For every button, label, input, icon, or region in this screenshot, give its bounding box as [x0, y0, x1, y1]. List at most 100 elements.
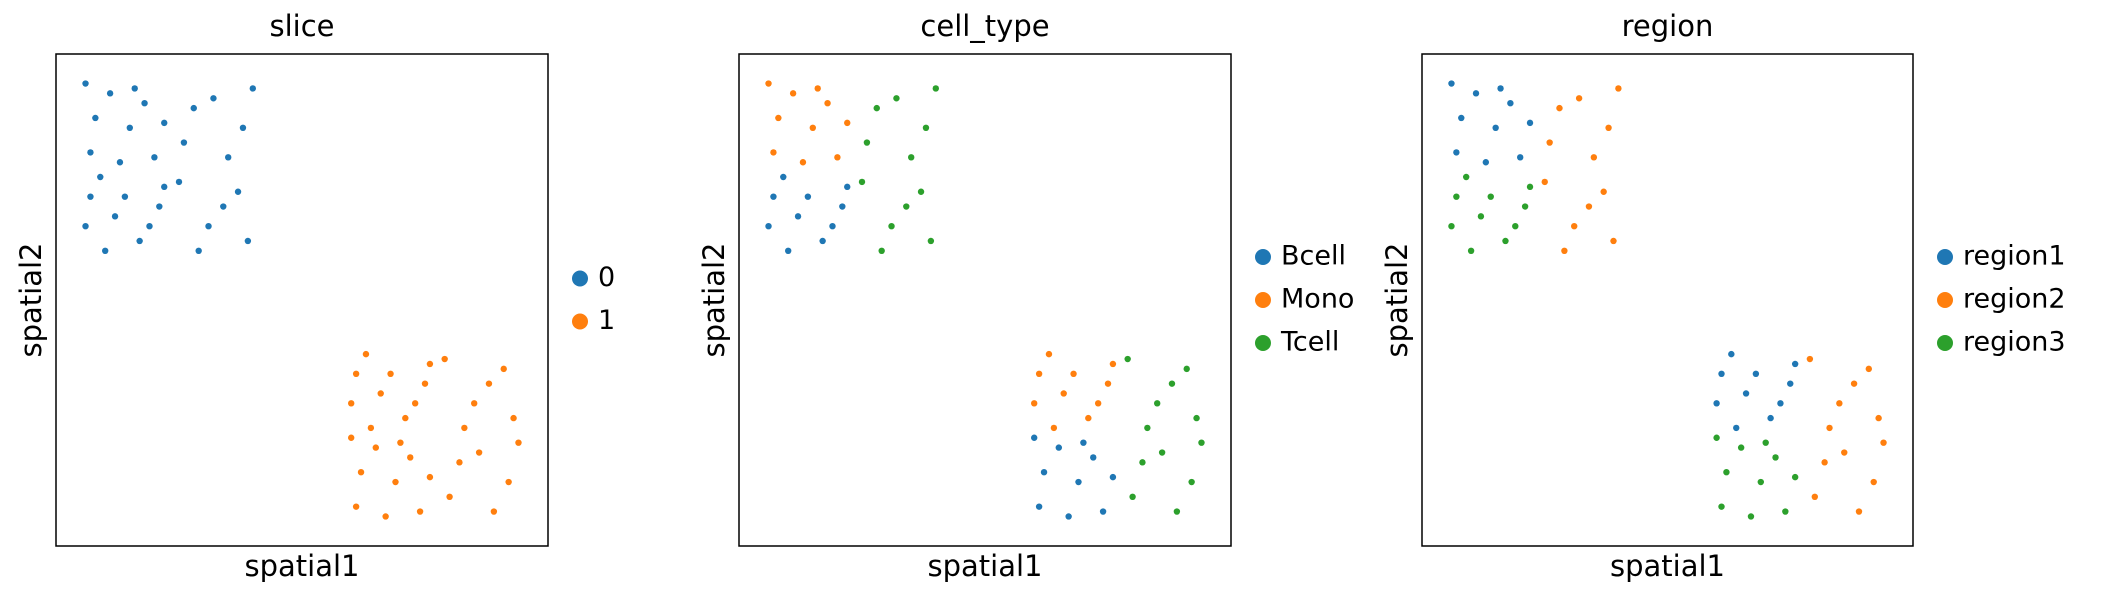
- point: [1767, 414, 1774, 422]
- point: [446, 493, 453, 500]
- point: [804, 193, 812, 200]
- point: [814, 85, 821, 92]
- legend-marker: [1937, 335, 1953, 351]
- point: [151, 154, 158, 161]
- point: [1458, 114, 1465, 122]
- point: [1585, 203, 1593, 210]
- legend-label: region2: [1963, 284, 2066, 315]
- point: [1718, 503, 1725, 510]
- point: [932, 85, 939, 92]
- point: [1168, 380, 1176, 387]
- point: [1713, 400, 1720, 407]
- point: [1870, 478, 1877, 486]
- point: [87, 149, 94, 156]
- point: [1610, 237, 1617, 245]
- point: [1737, 444, 1745, 451]
- point: [1772, 454, 1779, 461]
- point: [1615, 85, 1622, 92]
- point: [917, 188, 925, 195]
- point: [234, 188, 242, 195]
- point: [1742, 390, 1750, 397]
- x-axis-label: spatial1: [928, 549, 1043, 583]
- point: [922, 124, 930, 131]
- point: [1733, 424, 1740, 432]
- point: [873, 104, 880, 112]
- point: [156, 203, 163, 210]
- point: [1718, 370, 1725, 377]
- point: [515, 439, 522, 446]
- point: [903, 203, 910, 210]
- point: [475, 449, 483, 456]
- point: [175, 178, 183, 186]
- point: [794, 213, 802, 220]
- point: [106, 90, 114, 97]
- x-axis-label: spatial1: [245, 549, 360, 583]
- point: [789, 90, 797, 97]
- point: [844, 119, 851, 127]
- point: [348, 434, 355, 441]
- y-axis-label: spatial2: [697, 243, 731, 358]
- x-axis-label: spatial1: [1610, 549, 1725, 583]
- legend-label: Bcell: [1281, 241, 1346, 272]
- point: [249, 85, 256, 92]
- point: [372, 444, 379, 451]
- point: [927, 237, 935, 245]
- point: [1811, 493, 1819, 500]
- point: [510, 414, 517, 422]
- point: [1094, 400, 1102, 407]
- point: [1850, 380, 1858, 387]
- point: [1104, 380, 1112, 387]
- point: [392, 478, 399, 486]
- point: [858, 178, 866, 186]
- point: [1757, 478, 1764, 486]
- point: [1590, 154, 1598, 161]
- point: [839, 203, 846, 210]
- point: [1070, 370, 1077, 377]
- point: [1571, 223, 1578, 230]
- point: [121, 193, 129, 200]
- point: [348, 400, 355, 407]
- point: [141, 100, 148, 107]
- point: [1173, 508, 1181, 515]
- point: [146, 223, 153, 230]
- point: [180, 139, 188, 146]
- point: [161, 119, 168, 127]
- point: [863, 139, 871, 146]
- point: [908, 154, 915, 161]
- point: [1791, 473, 1799, 481]
- point: [225, 154, 232, 161]
- legend-marker: [1255, 292, 1271, 308]
- point: [82, 223, 89, 230]
- point: [799, 159, 807, 166]
- point: [1880, 439, 1887, 446]
- chart-title: region: [1622, 9, 1714, 43]
- point: [1517, 154, 1524, 161]
- point: [1188, 478, 1195, 486]
- point: [352, 370, 360, 377]
- legend-label: 1: [598, 305, 615, 336]
- point: [490, 508, 498, 515]
- point: [1561, 247, 1568, 254]
- point: [1060, 390, 1067, 397]
- legend-label: region1: [1963, 241, 2066, 272]
- point: [210, 95, 217, 102]
- point: [1521, 203, 1529, 210]
- point: [775, 114, 782, 122]
- point: [1124, 355, 1131, 363]
- chart-title: cell_type: [920, 9, 1049, 43]
- point: [770, 149, 777, 156]
- point: [1144, 424, 1151, 432]
- point: [377, 390, 384, 397]
- point: [456, 459, 463, 466]
- point: [785, 247, 792, 254]
- point: [1777, 400, 1784, 407]
- point: [1546, 139, 1553, 146]
- point: [1728, 350, 1735, 358]
- point: [1556, 104, 1563, 112]
- point: [765, 223, 772, 230]
- point: [1031, 400, 1038, 407]
- point: [1080, 439, 1087, 446]
- point: [819, 237, 826, 245]
- point: [500, 365, 507, 373]
- point: [205, 223, 212, 230]
